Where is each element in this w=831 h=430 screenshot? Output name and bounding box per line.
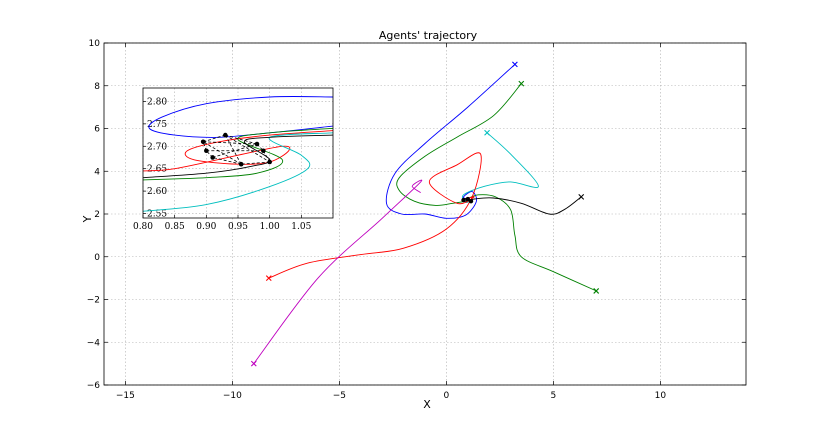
inset-y-tick-label: 2.60 xyxy=(147,187,167,197)
inset-link-1 xyxy=(225,134,258,145)
y-tick-label: 2 xyxy=(94,210,100,220)
inset-curves xyxy=(143,96,333,212)
x-tick-label: −15 xyxy=(116,391,135,401)
start-marker-0 xyxy=(511,61,518,68)
start-marker-6 xyxy=(250,360,257,367)
inset-link-8 xyxy=(203,141,258,145)
x-tick-label: 10 xyxy=(655,391,667,401)
x-tick-label: 5 xyxy=(551,391,557,401)
x-axis-label: X xyxy=(423,398,431,411)
inset-y-tick-label: 2.70 xyxy=(147,142,167,152)
inset-agent-5 xyxy=(238,161,244,167)
y-tick-label: −6 xyxy=(87,381,101,391)
trajectory-line-4 xyxy=(463,196,582,215)
inset-x-tick-label: 0.85 xyxy=(165,222,185,232)
inset-x-tick-label: 0.80 xyxy=(133,222,153,232)
trajectory-line-1 xyxy=(396,83,522,206)
inset-link-0 xyxy=(203,134,226,143)
inset-x-tick-label: 1.00 xyxy=(260,222,280,232)
x-tick-label: 0 xyxy=(444,391,450,401)
y-tick-label: 4 xyxy=(94,167,100,177)
chart-title: Agents' trajectory xyxy=(379,29,478,42)
inset-agent-2 xyxy=(254,141,260,147)
x-tick-label: −10 xyxy=(223,391,242,401)
start-marker-1 xyxy=(518,80,525,87)
inset-x-tick-label: 1.05 xyxy=(291,222,311,232)
inset-x-tick-label: 0.90 xyxy=(196,222,216,232)
trajectory-line-0 xyxy=(385,64,516,219)
start-marker-3 xyxy=(484,129,490,136)
inset-agent-6 xyxy=(210,155,215,160)
y-tick-label: 6 xyxy=(94,125,100,135)
inset-link-9 xyxy=(225,134,270,163)
main-ticks: −15 −10 −5 0 5 10 −6 −4 −2 0 2 4 6 8 10 xyxy=(87,39,746,401)
main-trajectories xyxy=(250,61,600,367)
inset-curve-1 xyxy=(143,130,333,172)
x-tick-label: −5 xyxy=(333,391,346,401)
cluster-dot-1 xyxy=(461,197,466,203)
cluster-dot-2 xyxy=(468,198,474,204)
inset-zoom-plot: 0.80 0.85 0.90 0.95 1.00 1.05 2.55 2.60 2.65 2.70… xyxy=(133,87,334,232)
inset-frame xyxy=(142,87,334,219)
inset-background xyxy=(143,88,333,218)
inset-agent-7 xyxy=(204,148,209,154)
trajectory-line-6 xyxy=(253,179,423,364)
y-tick-label: 10 xyxy=(89,39,101,49)
inset-x-tick-label: 0.95 xyxy=(228,222,248,232)
inset-y-tick-label: 2.80 xyxy=(147,97,167,107)
y-tick-label: −2 xyxy=(87,296,100,306)
y-tick-label: 0 xyxy=(94,253,100,263)
inset-agent-1 xyxy=(223,132,228,138)
inset-y-tick-label: 2.55 xyxy=(147,210,167,220)
trajectory-line-2 xyxy=(466,194,597,292)
inset-y-tick-label: 2.65 xyxy=(147,165,167,175)
inset-curve-3 xyxy=(143,127,333,181)
inset-link-13 xyxy=(224,134,242,165)
start-marker-5 xyxy=(265,275,272,282)
y-tick-label: −4 xyxy=(87,338,101,348)
trajectory-line-5 xyxy=(268,152,482,279)
cluster-dot-0 xyxy=(465,196,470,202)
inset-y-tick-label: 2.75 xyxy=(147,120,167,130)
start-marker-4 xyxy=(578,194,585,200)
inset-link-12 xyxy=(202,141,242,165)
inset-agent-0 xyxy=(200,139,206,145)
inset-agent-4 xyxy=(267,159,272,165)
start-marker-2 xyxy=(593,288,600,294)
y-axis-label: Y xyxy=(81,215,94,223)
inset-agent-3 xyxy=(261,148,266,154)
inset-link-10 xyxy=(212,143,258,158)
y-tick-label: 8 xyxy=(94,82,100,92)
